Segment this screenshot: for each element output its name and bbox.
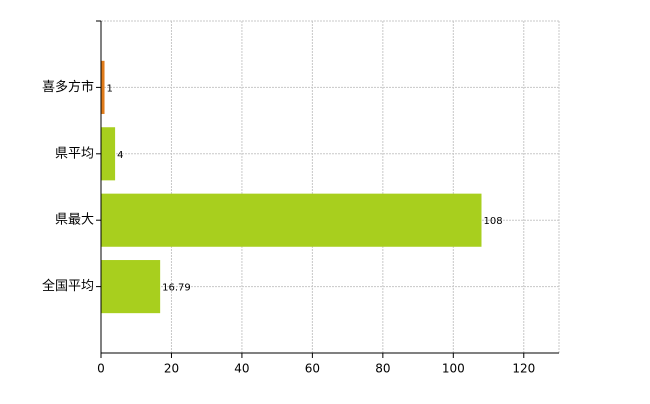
bar <box>101 260 161 314</box>
x-tick-label: 40 <box>234 362 249 376</box>
y-tick-label: 全国平均 <box>42 278 94 294</box>
y-tick-label: 県最大 <box>55 213 94 228</box>
data-label: 108 <box>483 216 502 227</box>
x-tick-label: 20 <box>164 362 179 376</box>
data-label: 4 <box>117 150 123 161</box>
y-tick-label: 喜多方市 <box>42 79 94 95</box>
x-tick-label: 80 <box>375 362 390 376</box>
x-tick-label: 0 <box>97 362 105 376</box>
bar <box>101 127 116 181</box>
bar <box>101 60 105 114</box>
y-tick-label: 県平均 <box>55 146 94 161</box>
data-label: 16.79 <box>162 283 191 294</box>
x-tick-label: 60 <box>305 362 320 376</box>
bar <box>101 193 482 247</box>
data-label: 1 <box>107 83 113 94</box>
x-tick-label: 100 <box>442 362 465 376</box>
x-tick-label: 120 <box>512 362 535 376</box>
